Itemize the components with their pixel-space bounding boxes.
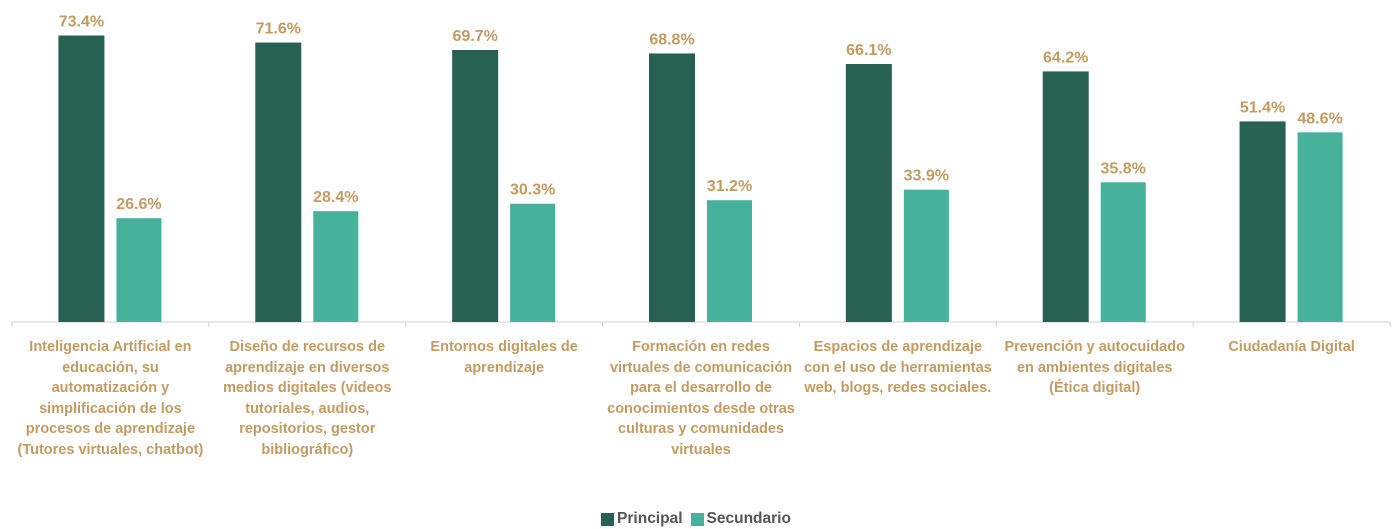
data-label: 26.6% — [116, 196, 161, 213]
data-label: 35.8% — [1101, 160, 1146, 177]
legend-swatch — [690, 512, 704, 526]
bar — [510, 203, 556, 322]
data-label: 30.3% — [510, 182, 555, 199]
bar — [313, 211, 359, 322]
bar — [845, 64, 892, 322]
bar — [116, 218, 162, 322]
legend-label: Principal — [617, 510, 683, 527]
x-tick-label: Ciudadanía Digital — [1228, 339, 1355, 355]
x-tick-label: Espacios de aprendizaje con el uso de he… — [803, 339, 992, 396]
legend-swatch — [601, 512, 615, 526]
x-tick-label: Diseño de recursos de aprendizaje en div… — [223, 339, 392, 458]
bar — [1100, 182, 1146, 322]
bar — [58, 35, 105, 322]
bar — [255, 42, 302, 322]
data-label: 64.2% — [1043, 49, 1088, 66]
bar — [1042, 71, 1089, 323]
bar — [1297, 132, 1343, 322]
data-label: 28.4% — [313, 189, 358, 206]
data-label: 33.9% — [904, 168, 949, 185]
bar — [707, 200, 752, 322]
bar — [1239, 121, 1286, 322]
data-label: 31.2% — [707, 178, 752, 195]
data-label: 71.6% — [256, 21, 301, 38]
legend-label: Secundario — [706, 510, 791, 527]
legend-item: Secundario — [690, 510, 791, 528]
data-label: 66.1% — [846, 42, 891, 59]
legend: Principal Secundario — [0, 510, 1392, 528]
legend-item: Principal — [601, 510, 683, 528]
x-tick-label: Entornos digitales de aprendizaje — [430, 339, 578, 376]
data-label: 73.4% — [59, 14, 104, 31]
bar — [452, 49, 499, 322]
bar — [903, 189, 949, 322]
data-label: 68.8% — [649, 31, 694, 48]
data-label: 51.4% — [1240, 99, 1285, 116]
x-tick-label: Formación en redes virtuales de comunica… — [607, 339, 795, 458]
data-label: 69.7% — [452, 28, 497, 45]
x-tick-label: Inteligencia Artificial en educación, su… — [17, 339, 204, 458]
plot: 73.4% 26.6% 71.6% 28.4% 69.7% 30.3% 68.8% 31.2%… — [11, 14, 1391, 327]
x-tick-label: Prevención y autocuidado en ambientes di… — [1004, 339, 1185, 396]
bar — [649, 53, 695, 322]
data-label: 48.6% — [1297, 110, 1342, 127]
